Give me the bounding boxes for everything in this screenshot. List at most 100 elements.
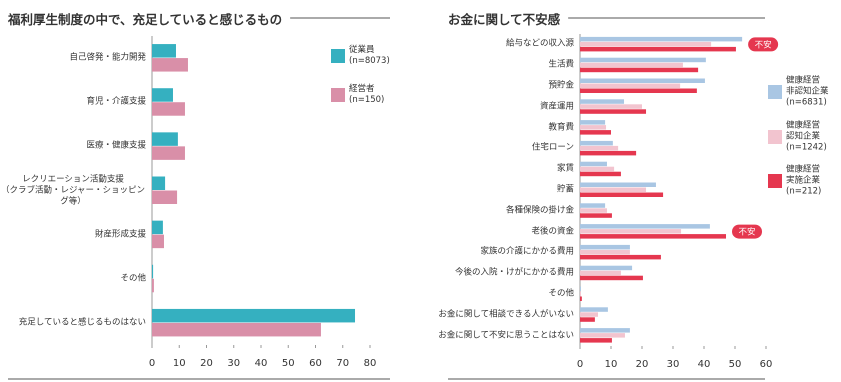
- bar: [580, 171, 621, 177]
- bar: [580, 145, 619, 151]
- category-label: 生活費: [548, 59, 574, 70]
- bar: [580, 203, 606, 208]
- bar: [152, 322, 321, 337]
- x-tick-label: 60: [760, 359, 773, 370]
- legend-label: 健康経営 非認知企業 (n=6831): [786, 75, 829, 108]
- bar: [580, 328, 630, 333]
- bar: [152, 146, 185, 160]
- x-tick-label: 80: [364, 358, 377, 369]
- bar: [580, 234, 727, 239]
- category-label: 住宅ローン: [531, 142, 574, 153]
- x-tick-label: 20: [200, 358, 213, 369]
- category-label: その他: [548, 288, 574, 299]
- category-label: お金に関して不安に思うことはない: [438, 330, 574, 341]
- bar: [580, 140, 613, 146]
- category-label: 老後の資金: [531, 226, 574, 237]
- bar: [580, 244, 630, 250]
- bar: [580, 166, 615, 172]
- category-label: 自己啓発・能力開発: [69, 52, 146, 63]
- bar: [580, 192, 664, 197]
- category-label: 家賃: [556, 163, 574, 174]
- bar: [152, 102, 185, 116]
- category-label: 給与などの収入源: [505, 38, 574, 49]
- x-tick-label: 0: [149, 358, 155, 369]
- legend-swatch: [768, 174, 782, 188]
- bar: [152, 132, 178, 146]
- bar: [580, 291, 581, 296]
- legend-swatch: [331, 49, 345, 63]
- x-tick-label: 70: [336, 358, 349, 369]
- category-label: 家族の介護にかかる費用: [480, 246, 574, 257]
- bar: [580, 286, 581, 291]
- annotation-badge: [732, 224, 763, 239]
- legend-label: 健康経営 実施企業 (n=212): [786, 164, 822, 197]
- x-tick-label: 10: [605, 359, 618, 370]
- bar: [580, 109, 647, 114]
- bar: [580, 46, 736, 52]
- x-tick-label: 50: [282, 358, 295, 369]
- x-tick-label: 30: [667, 359, 680, 370]
- bar: [152, 190, 178, 204]
- bar: [580, 104, 642, 109]
- bar: [580, 36, 743, 42]
- category-label: 育児・介護支援: [86, 96, 146, 107]
- legend-swatch: [331, 88, 345, 102]
- x-tick-label: 0: [577, 359, 583, 370]
- bar: [580, 333, 625, 338]
- bar: [580, 161, 607, 167]
- bar: [580, 312, 598, 317]
- chart-title: 福利厚生制度の中で、充足していると感じるもの: [8, 12, 283, 27]
- x-tick-label: 60: [309, 358, 322, 369]
- chart-title: お金に関して不安感: [448, 12, 561, 27]
- bar: [580, 120, 606, 125]
- category-label: 医療・健康支援: [86, 140, 146, 151]
- bar: [580, 208, 607, 213]
- category-label: 充足していると感じるものはない: [18, 317, 146, 328]
- bar: [152, 264, 154, 279]
- bar: [580, 83, 681, 88]
- category-label: 各種保険の掛け金: [505, 205, 574, 216]
- bar: [152, 88, 173, 102]
- bar: [580, 99, 625, 104]
- category-label: 教育費: [548, 122, 574, 133]
- bar: [152, 278, 154, 293]
- bar: [580, 78, 705, 83]
- x-tick-label: 40: [255, 358, 268, 369]
- x-tick-label: 50: [729, 359, 742, 370]
- bar: [580, 125, 607, 130]
- annotation: 不安: [739, 227, 756, 238]
- bar: [580, 307, 608, 312]
- bar: [580, 224, 710, 229]
- bar: [152, 234, 164, 249]
- bar: [580, 150, 637, 156]
- legend-label: 従業員 (n=8073): [349, 44, 390, 66]
- bar: [580, 275, 643, 281]
- category-label: 財産形成支援: [94, 229, 146, 240]
- bar: [152, 58, 188, 72]
- bar: [580, 57, 706, 63]
- x-tick-label: 40: [698, 359, 711, 370]
- bar: [152, 308, 356, 323]
- category-label: その他: [120, 273, 146, 284]
- bar: [152, 176, 166, 190]
- bar: [152, 44, 176, 58]
- legend-swatch: [768, 130, 782, 144]
- category-label: お金に関して相談できる人がいない: [438, 309, 574, 320]
- category-label: レクリエーション活動支援 （クラブ活動・レジャー・ショッピング等）: [0, 173, 146, 207]
- bar: [580, 270, 621, 276]
- legend-swatch: [768, 85, 782, 99]
- x-tick-label: 30: [227, 358, 240, 369]
- bar: [580, 317, 595, 322]
- category-label: 貯蓄: [556, 184, 574, 195]
- x-tick-label: 10: [173, 358, 186, 369]
- bar: [580, 182, 656, 187]
- bar: [580, 213, 612, 218]
- annotation-badge: [748, 37, 779, 52]
- bar: [580, 338, 612, 343]
- category-label: 資産運用: [539, 101, 574, 112]
- bar: [580, 296, 582, 301]
- bar: [580, 130, 611, 135]
- bar: [580, 67, 699, 73]
